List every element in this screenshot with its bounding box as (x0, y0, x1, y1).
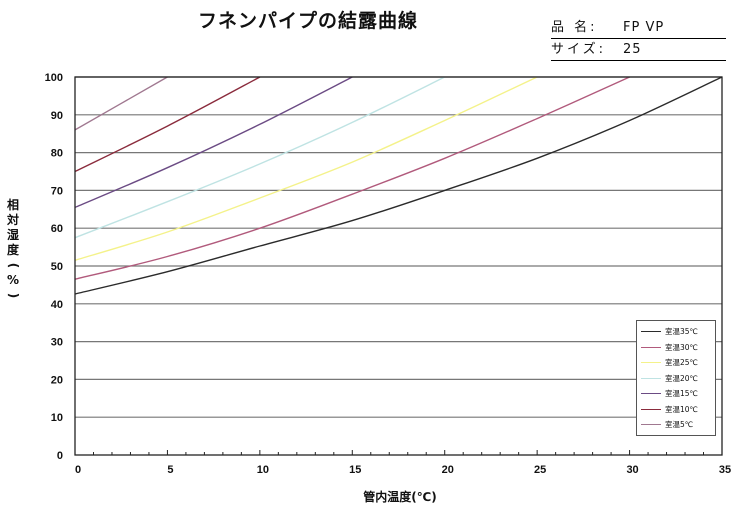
x-tick-label-0: 0 (75, 464, 81, 476)
y-axis-label-char: 湿 (6, 228, 19, 242)
legend-swatch (641, 408, 661, 410)
x-tick-label-20: 20 (442, 464, 454, 476)
legend-item: 室温35℃ (637, 324, 715, 340)
legend-label: 室温30℃ (665, 342, 698, 352)
legend-label: 室温10℃ (665, 404, 698, 414)
y-axis-label-char: % (6, 273, 20, 287)
y-axis-label-char: 対 (6, 213, 19, 227)
y-tick-label-70: 70 (51, 185, 63, 197)
y-axis-label-char: 相 (6, 198, 19, 212)
plot-frame (74, 76, 723, 456)
legend-swatch (641, 331, 661, 333)
legend-item: 室温20℃ (637, 371, 715, 387)
legend-label: 室温35℃ (665, 327, 698, 337)
y-tick-label-20: 20 (51, 374, 63, 386)
legend-item: 室温10℃ (637, 402, 715, 418)
legend-swatch (641, 424, 661, 426)
y-tick-label-100: 100 (45, 72, 63, 84)
series-line-3 (74, 76, 446, 239)
legend-label: 室温25℃ (665, 358, 698, 368)
x-tick-label-25: 25 (534, 464, 546, 476)
x-tick-label-10: 10 (257, 464, 269, 476)
legend-label: 室温5℃ (665, 420, 694, 430)
x-tick-label-30: 30 (626, 464, 638, 476)
legend-swatch (641, 393, 661, 395)
x-tick-label-5: 5 (167, 464, 173, 476)
x-tick-label-35: 35 (719, 464, 731, 476)
series-layer (74, 76, 723, 295)
x-axis-label: 管内温度(℃) (363, 490, 437, 504)
legend-swatch (641, 362, 661, 364)
product-name-value: FP VP (623, 20, 665, 35)
series-line-5 (74, 76, 261, 173)
y-tick-label-30: 30 (51, 337, 63, 349)
series-line-1 (74, 76, 630, 280)
y-tick-label-90: 90 (51, 110, 63, 122)
series-line-6 (74, 76, 168, 131)
y-tick-label-80: 80 (51, 148, 63, 160)
y-axis-label: 相対湿度(%) (6, 198, 21, 303)
grid-layer (75, 76, 722, 418)
y-tick-label-10: 10 (51, 412, 63, 424)
x-tick-label-15: 15 (349, 464, 361, 476)
product-name-row: 品 名: FP VP (551, 18, 726, 39)
legend: 室温35℃ 室温30℃ 室温25℃ 室温20℃ 室温15℃ 室温10℃ 室温5℃ (636, 320, 716, 436)
legend-item: 室温30℃ (637, 340, 715, 356)
series-line-0 (74, 76, 723, 295)
y-tick-label-50: 50 (51, 261, 63, 273)
axis-layer: 0 10 20 30 40 50 60 70 80 90 100 0 5 10 15 20 25 30 35 (45, 72, 731, 476)
legend-label: 室温20℃ (665, 373, 698, 383)
legend-item: 室温5℃ (637, 417, 715, 433)
series-line-4 (74, 76, 353, 209)
size-value: 25 (623, 42, 642, 57)
size-label: サイズ: (551, 42, 606, 57)
chart-title: フネンパイプの結露曲線 (198, 10, 419, 32)
legend-swatch (641, 377, 661, 379)
legend-label: 室温15℃ (665, 389, 698, 399)
y-tick-label-40: 40 (51, 299, 63, 311)
series-line-2 (74, 76, 538, 261)
legend-item: 室温25℃ (637, 355, 715, 371)
size-row: サイズ: 25 (551, 40, 726, 61)
y-tick-label-60: 60 (51, 223, 63, 235)
legend-swatch (641, 346, 661, 348)
product-name-label: 品 名: (551, 20, 598, 35)
legend-item: 室温15℃ (637, 386, 715, 402)
y-axis-label-char: 度 (6, 243, 19, 257)
y-tick-label-0: 0 (57, 450, 63, 462)
